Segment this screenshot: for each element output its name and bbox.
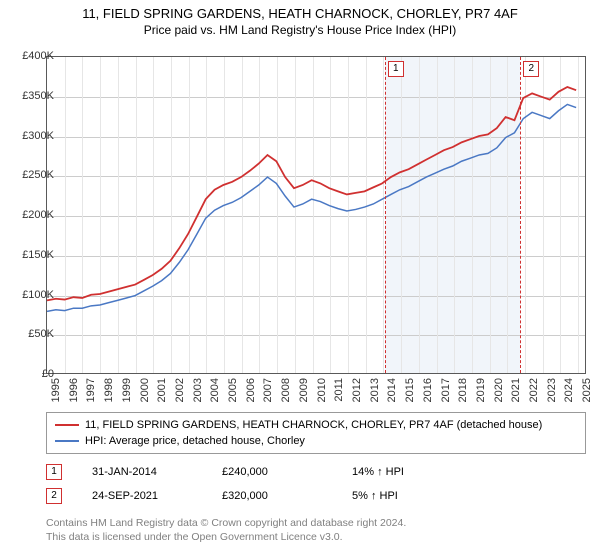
x-axis-label: 2008 bbox=[280, 378, 292, 402]
x-axis-label: 2013 bbox=[369, 378, 381, 402]
sale-marker-box: 2 bbox=[523, 61, 539, 77]
x-axis-label: 2025 bbox=[581, 378, 593, 402]
sale-price: £320,000 bbox=[222, 484, 322, 508]
legend-swatch bbox=[55, 440, 79, 442]
title-subtitle: Price paid vs. HM Land Registry's House … bbox=[0, 23, 600, 37]
x-axis-label: 2002 bbox=[174, 378, 186, 402]
x-axis-label: 2015 bbox=[404, 378, 416, 402]
sales-table: 1 31-JAN-2014 £240,000 14% ↑ HPI 2 24-SEP-202… bbox=[46, 460, 586, 508]
sale-marker-line bbox=[520, 57, 521, 373]
x-axis-label: 2023 bbox=[546, 378, 558, 402]
y-axis-label: £300K bbox=[22, 130, 54, 142]
x-axis-label: 2016 bbox=[422, 378, 434, 402]
x-axis-label: 1995 bbox=[50, 378, 62, 402]
x-axis-label: 2010 bbox=[316, 378, 328, 402]
sale-price: £240,000 bbox=[222, 460, 322, 484]
y-axis-label: £350K bbox=[22, 90, 54, 102]
x-axis-label: 1998 bbox=[103, 378, 115, 402]
legend-item: HPI: Average price, detached house, Chor… bbox=[55, 433, 577, 449]
legend-swatch bbox=[55, 424, 79, 426]
x-axis-label: 2005 bbox=[227, 378, 239, 402]
x-axis-label: 2001 bbox=[156, 378, 168, 402]
x-axis-label: 2018 bbox=[457, 378, 469, 402]
x-axis-label: 2014 bbox=[386, 378, 398, 402]
x-axis-label: 2003 bbox=[192, 378, 204, 402]
x-axis-label: 2004 bbox=[209, 378, 221, 402]
legend-label: 11, FIELD SPRING GARDENS, HEATH CHARNOCK… bbox=[85, 417, 542, 433]
x-axis-label: 2006 bbox=[245, 378, 257, 402]
price-chart: 12 bbox=[46, 56, 586, 374]
legend: 11, FIELD SPRING GARDENS, HEATH CHARNOCK… bbox=[46, 412, 586, 454]
sale-row-marker: 1 bbox=[46, 464, 62, 480]
sale-row: 2 24-SEP-2021 £320,000 5% ↑ HPI bbox=[46, 484, 586, 508]
attribution-line2: This data is licensed under the Open Gov… bbox=[46, 530, 586, 544]
x-axis-label: 2020 bbox=[493, 378, 505, 402]
x-axis-label: 2009 bbox=[298, 378, 310, 402]
x-axis-label: 2012 bbox=[351, 378, 363, 402]
x-axis-label: 1997 bbox=[85, 378, 97, 402]
sale-delta: 14% ↑ HPI bbox=[352, 460, 452, 484]
y-axis-label: £50K bbox=[28, 328, 54, 340]
x-axis-label: 1999 bbox=[121, 378, 133, 402]
sale-date: 24-SEP-2021 bbox=[92, 484, 192, 508]
x-axis-label: 1996 bbox=[68, 378, 80, 402]
sale-row: 1 31-JAN-2014 £240,000 14% ↑ HPI bbox=[46, 460, 586, 484]
sale-delta: 5% ↑ HPI bbox=[352, 484, 452, 508]
x-axis-label: 2021 bbox=[510, 378, 522, 402]
legend-item: 11, FIELD SPRING GARDENS, HEATH CHARNOCK… bbox=[55, 417, 577, 433]
title-address: 11, FIELD SPRING GARDENS, HEATH CHARNOCK… bbox=[0, 6, 600, 21]
series-hpi bbox=[47, 104, 576, 311]
x-axis-label: 2024 bbox=[563, 378, 575, 402]
attribution-line1: Contains HM Land Registry data © Crown c… bbox=[46, 516, 586, 530]
legend-label: HPI: Average price, detached house, Chor… bbox=[85, 433, 305, 449]
x-axis-label: 2007 bbox=[262, 378, 274, 402]
x-axis-label: 2017 bbox=[440, 378, 452, 402]
y-axis-label: £400K bbox=[22, 50, 54, 62]
sale-marker-box: 1 bbox=[388, 61, 404, 77]
y-axis-label: £250K bbox=[22, 169, 54, 181]
x-axis-label: 2000 bbox=[139, 378, 151, 402]
series-price_paid bbox=[47, 87, 576, 300]
sale-row-marker: 2 bbox=[46, 488, 62, 504]
x-axis-label: 2011 bbox=[333, 378, 345, 402]
x-axis-label: 2019 bbox=[475, 378, 487, 402]
y-axis-label: £100K bbox=[22, 289, 54, 301]
x-axis-label: 2022 bbox=[528, 378, 540, 402]
chart-lines bbox=[47, 57, 585, 373]
y-axis-label: £150K bbox=[22, 249, 54, 261]
sale-date: 31-JAN-2014 bbox=[92, 460, 192, 484]
sale-marker-line bbox=[385, 57, 386, 373]
y-axis-label: £200K bbox=[22, 209, 54, 221]
attribution: Contains HM Land Registry data © Crown c… bbox=[46, 516, 586, 544]
